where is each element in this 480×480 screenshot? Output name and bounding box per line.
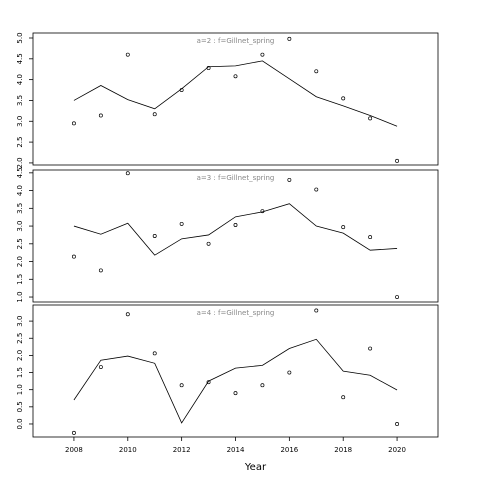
point <box>125 52 130 57</box>
point <box>125 171 130 176</box>
y-tick-label: 5.0 <box>16 32 24 43</box>
y-tick-label: 1.5 <box>16 274 24 285</box>
point <box>98 268 103 273</box>
x-tick-label: 2018 <box>334 446 352 454</box>
point <box>260 383 265 388</box>
point <box>368 346 373 351</box>
x-axis-label: Year <box>244 462 267 473</box>
point <box>233 74 238 79</box>
panel-title: a=3 : f=Gillnet_spring <box>197 174 275 182</box>
fit-line <box>73 203 398 256</box>
x-tick-label: 2020 <box>388 446 406 454</box>
point <box>395 422 400 426</box>
point <box>152 234 157 238</box>
y-tick-label: 3.0 <box>16 116 24 127</box>
point <box>341 395 346 400</box>
point <box>395 295 400 299</box>
panel-frame <box>32 169 439 303</box>
y-tick-label: 2.0 <box>16 350 24 361</box>
panel-title: a=4 : f=Gillnet_spring <box>197 309 275 317</box>
point <box>260 52 265 57</box>
x-tick-label: 2016 <box>280 446 298 454</box>
y-tick-label: 0.5 <box>16 401 24 412</box>
point <box>368 235 373 240</box>
panel-frame <box>32 32 439 166</box>
point <box>206 241 211 246</box>
panel-title: a=2 : f=Gillnet_spring <box>197 37 275 45</box>
point <box>368 116 373 121</box>
point <box>179 221 184 226</box>
y-tick-label: 2.0 <box>16 256 24 267</box>
point <box>233 391 238 396</box>
point <box>152 351 157 356</box>
y-tick-label: 1.5 <box>16 367 24 378</box>
y-tick-label: 4.0 <box>16 74 24 85</box>
y-tick-label: 3.5 <box>16 95 24 106</box>
point <box>233 223 238 227</box>
y-tick-label: 3.5 <box>16 203 24 214</box>
point <box>287 370 292 375</box>
y-tick-label: 1.0 <box>16 291 24 302</box>
y-tick-label: 2.5 <box>16 238 24 249</box>
y-tick-label: 4.5 <box>16 167 24 178</box>
x-tick-label: 2010 <box>119 446 137 454</box>
fit-line <box>73 338 398 424</box>
y-tick-label: 2.5 <box>16 333 24 344</box>
y-tick-label: 0.0 <box>16 418 24 429</box>
point <box>71 430 76 435</box>
point <box>287 177 292 182</box>
x-tick-label: 2014 <box>227 446 245 454</box>
point <box>341 225 346 230</box>
point <box>98 365 103 370</box>
point <box>395 158 400 163</box>
point <box>314 187 319 192</box>
point <box>287 36 292 41</box>
point <box>125 312 130 317</box>
point <box>152 112 157 117</box>
point <box>206 66 211 70</box>
fit-line <box>73 60 398 127</box>
y-tick-label: 4.5 <box>16 53 24 64</box>
point <box>71 254 76 259</box>
point <box>71 121 76 126</box>
point <box>341 96 346 101</box>
x-tick-label: 2008 <box>65 446 83 454</box>
y-tick-label: 1.0 <box>16 384 24 395</box>
point <box>179 88 184 92</box>
point <box>179 383 184 388</box>
point <box>314 308 319 313</box>
y-tick-label: 4.0 <box>16 185 24 196</box>
y-tick-label: 2.5 <box>16 137 24 148</box>
point <box>98 113 103 118</box>
y-tick-label: 3.0 <box>16 220 24 231</box>
y-tick-label: 2.0 <box>16 157 24 168</box>
point <box>206 380 211 385</box>
point <box>314 69 319 74</box>
y-tick-label: 3.0 <box>16 316 24 327</box>
point <box>260 209 265 214</box>
x-tick-label: 2012 <box>173 446 191 454</box>
